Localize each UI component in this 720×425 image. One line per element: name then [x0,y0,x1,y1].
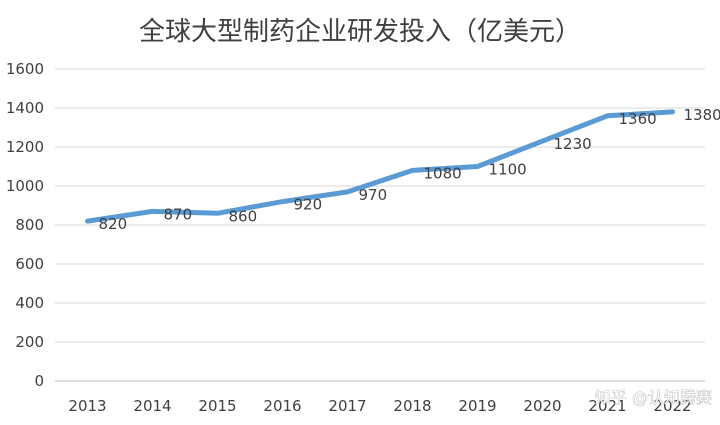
data-label: 870 [164,205,193,223]
y-tick-label: 0 [34,372,44,390]
data-label: 1100 [489,161,527,179]
y-tick-label: 1400 [6,99,44,117]
data-point [282,201,283,203]
y-tick-label: 1600 [6,60,44,78]
y-tick-label: 800 [15,216,44,234]
data-label: 1230 [554,135,592,153]
data-point [672,111,673,113]
data-label: 860 [229,207,258,225]
x-tick-label: 2020 [523,397,561,415]
data-point [152,210,153,212]
gridlines [55,68,705,382]
chart-title: 全球大型制药企业研发投入（亿美元） [139,17,581,47]
data-point [542,140,543,142]
data-point [412,169,413,171]
data-label: 820 [99,215,128,233]
x-tick-label: 2021 [588,397,626,415]
x-axis-tick-labels: 2013 2014 2015 2016 2017 2018 2019 2020 2021 2022 [68,397,691,415]
data-label: 1380 [684,106,720,124]
data-labels: 820 870 860 920 970 1080 1100 1230 1360 1380 [99,106,720,233]
data-point [607,115,608,117]
data-point [217,212,218,214]
x-tick-label: 2022 [653,397,691,415]
y-tick-label: 1200 [6,138,44,156]
y-tick-label: 600 [15,255,44,273]
data-label: 1080 [424,164,462,182]
data-point [347,191,348,193]
y-tick-label: 1000 [6,177,44,195]
data-point [477,166,478,167]
x-tick-label: 2019 [458,397,496,415]
x-tick-label: 2018 [393,397,431,415]
watermark-text: 知乎 @认知腾赛 [595,388,712,407]
x-tick-label: 2015 [198,397,236,415]
x-tick-label: 2014 [133,397,171,415]
x-tick-label: 2016 [263,397,301,415]
data-label: 970 [359,186,388,204]
y-tick-label: 400 [15,294,44,312]
data-label: 1360 [619,110,657,128]
data-label: 920 [294,196,323,214]
x-tick-label: 2017 [328,397,366,415]
y-tick-label: 200 [15,333,44,351]
x-tick-label: 2013 [68,397,106,415]
data-point [87,220,88,222]
y-axis-tick-labels: 0 200 400 600 800 1000 1200 1400 1600 [6,60,44,390]
series-line [85,109,675,224]
series-line-layer [85,109,675,224]
